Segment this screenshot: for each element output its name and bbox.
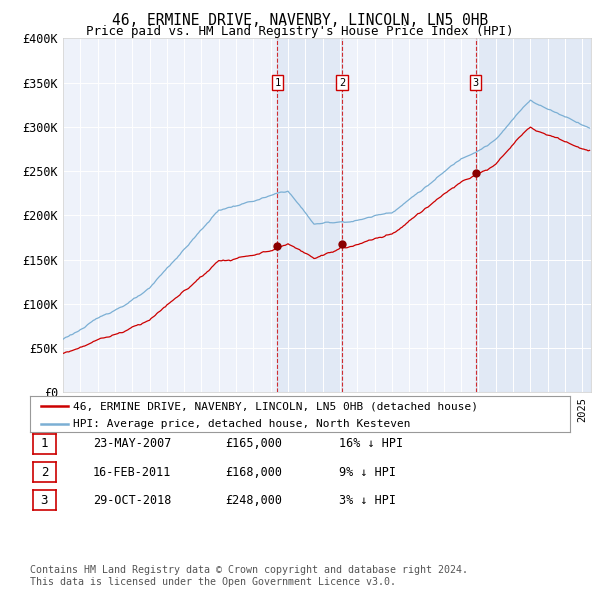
Text: 46, ERMINE DRIVE, NAVENBY, LINCOLN, LN5 0HB (detached house): 46, ERMINE DRIVE, NAVENBY, LINCOLN, LN5 … [73, 401, 478, 411]
Text: HPI: Average price, detached house, North Kesteven: HPI: Average price, detached house, Nort… [73, 419, 410, 429]
Text: 23-MAY-2007: 23-MAY-2007 [93, 437, 172, 450]
Text: 3: 3 [472, 78, 479, 87]
Text: Contains HM Land Registry data © Crown copyright and database right 2024.
This d: Contains HM Land Registry data © Crown c… [30, 565, 468, 587]
Text: 46, ERMINE DRIVE, NAVENBY, LINCOLN, LN5 0HB: 46, ERMINE DRIVE, NAVENBY, LINCOLN, LN5 … [112, 13, 488, 28]
Text: 9% ↓ HPI: 9% ↓ HPI [339, 466, 396, 478]
Text: 3: 3 [41, 494, 48, 507]
Text: 2: 2 [339, 78, 345, 87]
Text: £248,000: £248,000 [225, 494, 282, 507]
Text: £168,000: £168,000 [225, 466, 282, 478]
Bar [476, 38, 591, 392]
Text: 29-OCT-2018: 29-OCT-2018 [93, 494, 172, 507]
Text: 16% ↓ HPI: 16% ↓ HPI [339, 437, 403, 450]
Text: £165,000: £165,000 [225, 437, 282, 450]
Text: 16-FEB-2011: 16-FEB-2011 [93, 466, 172, 478]
Text: 1: 1 [41, 437, 48, 450]
Text: 2: 2 [41, 466, 48, 478]
Bar [277, 38, 342, 392]
Text: 3% ↓ HPI: 3% ↓ HPI [339, 494, 396, 507]
Text: Price paid vs. HM Land Registry's House Price Index (HPI): Price paid vs. HM Land Registry's House … [86, 25, 514, 38]
Text: 1: 1 [274, 78, 281, 87]
